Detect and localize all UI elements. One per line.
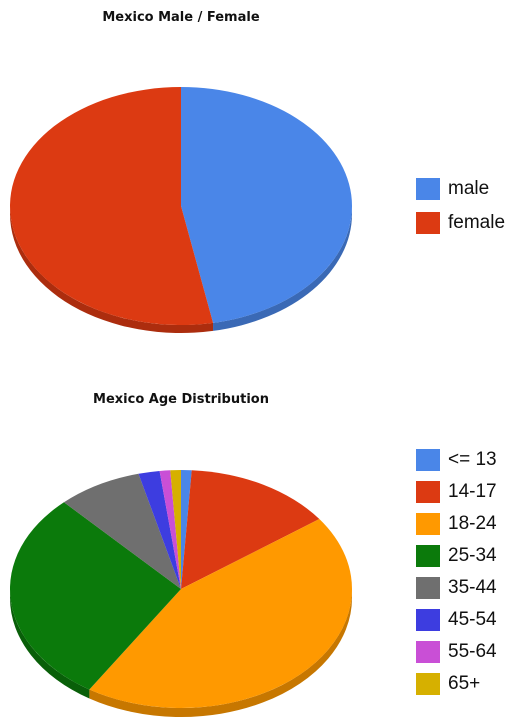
legend-swatch <box>416 673 440 695</box>
legend-label: 65+ <box>448 673 481 694</box>
pie-side-25-34 <box>10 589 90 699</box>
legend-label: 45-54 <box>448 609 497 630</box>
legend-swatch <box>416 545 440 567</box>
legend-item: female <box>416 206 505 240</box>
legend-label: 35-44 <box>448 577 497 598</box>
pie-slice-35-44 <box>63 473 181 589</box>
legend-label: male <box>448 178 490 199</box>
gender-pie <box>10 86 353 333</box>
chart-title: Mexico Age Distribution <box>93 392 269 407</box>
pie-slice-45-54 <box>138 470 181 589</box>
legend-label: female <box>448 212 506 233</box>
pie-slice-female <box>10 87 214 325</box>
age-chart: Mexico Age Distribution <= 13 14-17 18-24 2… <box>0 360 521 724</box>
legend-label: 18-24 <box>448 513 497 534</box>
legend-item: 55-64 <box>416 636 497 668</box>
legend-label: 14-17 <box>448 481 497 502</box>
legend-item: <= 13 <box>416 444 497 476</box>
pie-slice-male <box>181 86 353 323</box>
pie-slice-55-64 <box>159 470 181 589</box>
pie-slice-14-17 <box>181 470 320 589</box>
legend-label: 25-34 <box>448 545 497 566</box>
legend-swatch <box>416 609 440 631</box>
legend-swatch <box>416 178 440 200</box>
pie-slice-<= 13 <box>181 470 192 589</box>
legend-label: <= 13 <box>448 449 497 470</box>
legend-swatch <box>416 577 440 599</box>
chart-title: Mexico Male / Female <box>102 10 260 25</box>
legend-item: 14-17 <box>416 476 497 508</box>
legend: <= 13 14-17 18-24 25-34 35-44 45-54 55-64 65+ <box>416 444 497 700</box>
pie-slice-18-24 <box>89 519 353 709</box>
legend-label: 55-64 <box>448 641 497 662</box>
age-pie <box>9 470 353 717</box>
legend-item: 25-34 <box>416 540 497 572</box>
legend-swatch <box>416 212 440 234</box>
legend: male female <box>416 172 505 240</box>
legend-swatch <box>416 513 440 535</box>
pie-side-male <box>213 206 352 331</box>
pie-slice-25-34 <box>9 502 182 690</box>
pie-slice-65+ <box>170 470 181 589</box>
legend-item: 35-44 <box>416 572 497 604</box>
legend-item: 45-54 <box>416 604 497 636</box>
legend-item: male <box>416 172 505 206</box>
legend-swatch <box>416 481 440 503</box>
pie-side-18-24 <box>89 589 352 717</box>
legend-item: 18-24 <box>416 508 497 540</box>
legend-item: 65+ <box>416 668 497 700</box>
gender-chart: Mexico Male / Female male female <box>0 0 521 360</box>
legend-swatch <box>416 449 440 471</box>
legend-swatch <box>416 641 440 663</box>
